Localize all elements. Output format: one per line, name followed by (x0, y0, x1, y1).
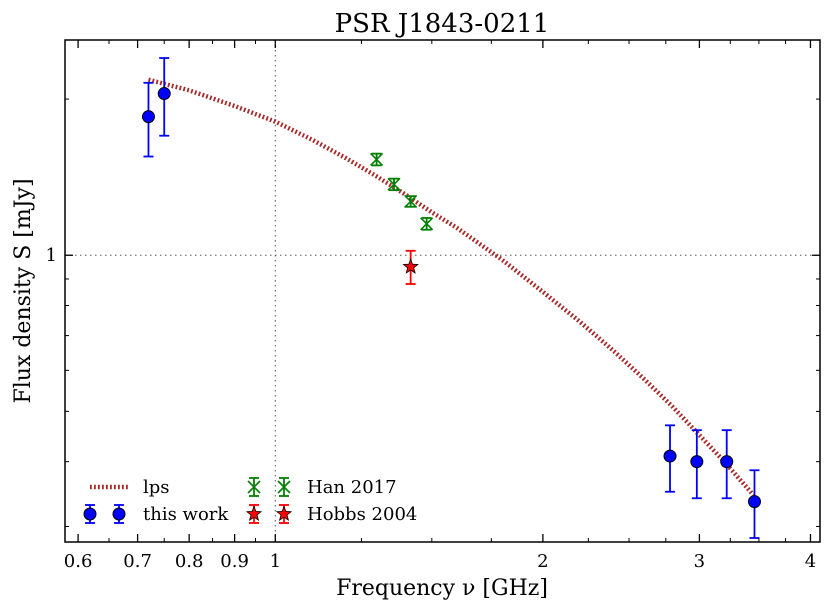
marker-circle (141, 110, 155, 124)
data-point (404, 194, 418, 208)
x-tick-label: 0.7 (123, 551, 152, 572)
x-tick-label: 4 (805, 551, 816, 572)
data-point (387, 177, 401, 192)
marker-circle (720, 455, 734, 469)
legend-label: Hobbs 2004 (307, 504, 417, 525)
legend: lps Han 2017 this work Hobbs 2004 (83, 477, 417, 525)
marker-circle (83, 507, 97, 521)
marker-star (402, 258, 419, 274)
marker-circle (690, 455, 704, 469)
legend-label-lps: lps (143, 477, 170, 498)
data-point (370, 152, 384, 167)
series-hobbs-2004 (402, 249, 419, 285)
data-points-layer (141, 57, 761, 539)
x-axis-label: Frequency ν [GHz] (336, 576, 548, 601)
series-this-work (141, 57, 761, 539)
marker-circle (157, 87, 171, 101)
x-tick-label: 0.6 (64, 551, 93, 572)
data-point (690, 429, 704, 500)
data-point (663, 424, 677, 493)
x-tick-label: 0.8 (175, 551, 204, 572)
legend-item-this-work: this work (83, 504, 229, 525)
marker-circle (663, 449, 677, 463)
marker-star (275, 505, 293, 522)
marker-star (245, 505, 263, 522)
data-point (720, 429, 734, 500)
y-axis-label: Flux density S [mJy] (11, 178, 36, 403)
marker-circle (747, 495, 761, 509)
marker-x (404, 194, 418, 208)
marker-x (277, 480, 291, 494)
legend-item-hobbs-2004: Hobbs 2004 (245, 504, 417, 525)
marker-circle (112, 507, 126, 521)
legend-label: Han 2017 (307, 477, 397, 498)
x-tick-label: 1 (270, 551, 281, 572)
x-tick-label: 0.9 (220, 551, 249, 572)
reference-lines (65, 40, 820, 542)
marker-x (420, 217, 434, 231)
marker-x (387, 177, 401, 191)
chart-title: PSR J1843-0211 (335, 9, 550, 39)
y-tick-label: 1 (46, 245, 57, 266)
series-han-2017 (370, 152, 434, 231)
data-point (747, 469, 761, 539)
model-curve-lps (147, 77, 756, 497)
data-point (402, 249, 419, 285)
marker-x (370, 152, 384, 167)
data-point (420, 217, 434, 231)
x-tick-label: 2 (537, 551, 548, 572)
marker-x (247, 480, 261, 494)
legend-item-lps: lps (90, 477, 170, 498)
legend-item-han-2017: Han 2017 (247, 477, 397, 498)
model-curve-layer (147, 77, 756, 497)
plot-frame (64, 39, 821, 543)
legend-label: this work (143, 504, 229, 525)
data-point (141, 81, 155, 158)
x-tick-label: 3 (694, 551, 705, 572)
data-point (157, 57, 171, 137)
axis-ticks: 0.6 0.7 0.8 0.9 1 2 3 4 1 (46, 40, 820, 572)
